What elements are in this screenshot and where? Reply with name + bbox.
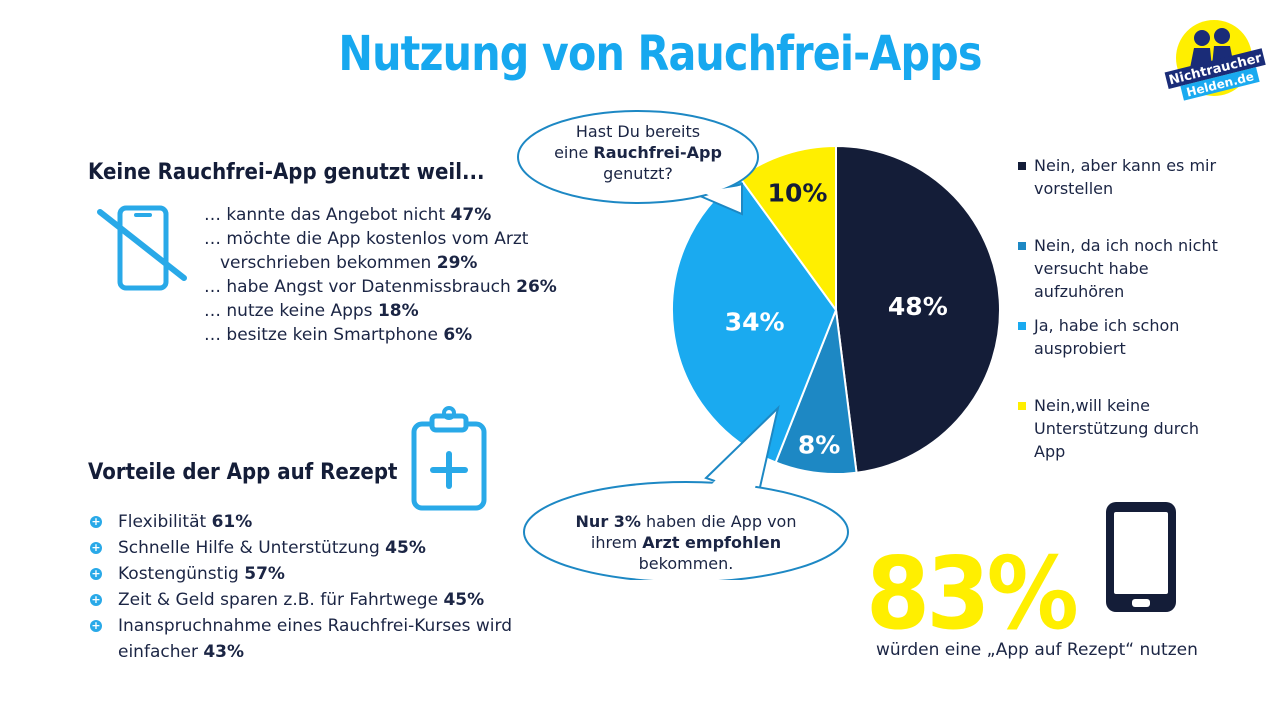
doctor-bold1: Nur 3% <box>575 512 641 531</box>
pie-chart: 48% 8% 34% 10% <box>517 110 1001 580</box>
reason-item: … habe Angst vor Datenmissbrauch 26% <box>204 275 557 299</box>
legend-label: Nein, da ich noch nicht <box>1034 236 1218 255</box>
legend-label: Unterstützung durch <box>1034 419 1199 438</box>
reason-text: verschrieben bekommen <box>220 253 432 273</box>
legend-item: Nein,will keine Unterstützung durch App <box>1018 394 1228 463</box>
plus-bullet-icon: + <box>90 515 102 528</box>
legend-swatch <box>1018 242 1026 250</box>
benefit-text: einfacher <box>118 642 198 662</box>
benefit-text: Inanspruchnahme eines Rauchfrei-Kurses w… <box>118 616 512 636</box>
reason-percent: 6% <box>443 325 473 345</box>
legend-label: Nein,will keine <box>1034 396 1150 415</box>
benefit-text: Schnelle Hilfe & Unterstützung <box>118 538 380 558</box>
pie-value-label: 48% <box>888 292 948 321</box>
doctor-text3: bekommen. <box>638 554 734 573</box>
reasons-heading: Keine Rauchfrei-App genutzt weil... <box>88 160 485 185</box>
reason-text: … habe Angst vor Datenmissbrauch <box>204 277 511 297</box>
page-title: Nutzung von Rauchfrei-Apps <box>338 26 982 82</box>
plus-bullet-icon: + <box>90 619 102 632</box>
question-line3: genutzt? <box>603 164 673 183</box>
pie-slice <box>671 175 838 464</box>
plus-bullet-icon: + <box>90 541 102 554</box>
doctor-bubble-text: Nur 3% haben die App von ihrem Arzt empf… <box>560 511 812 574</box>
benefits-list: + Flexibilität 61% + Schnelle Hilfe & Unter… <box>88 509 548 665</box>
pie-value-label: 34% <box>725 307 785 336</box>
reasons-list: … kannte das Angebot nicht 47%… möchte d… <box>204 203 557 347</box>
benefit-item: + Zeit & Geld sparen z.B. für Fahrtwege 4… <box>88 587 548 613</box>
legend-swatch <box>1018 322 1026 330</box>
benefit-text: Kostengünstig <box>118 564 239 584</box>
pie-value-label: 10% <box>768 178 828 207</box>
reason-item: … nutze keine Apps 18% <box>204 299 557 323</box>
benefit-percent: 45% <box>443 590 485 610</box>
benefit-percent: 61% <box>211 512 253 532</box>
benefit-text: Flexibilität <box>118 512 207 532</box>
reason-percent: 18% <box>377 301 419 321</box>
benefit-percent: 43% <box>203 642 245 662</box>
reason-text: … besitze kein Smartphone <box>204 325 438 345</box>
question-line2-pre: eine <box>554 143 594 162</box>
benefits-heading: Vorteile der App auf Rezept <box>88 460 398 485</box>
benefit-text: Zeit & Geld sparen z.B. für Fahrtwege <box>118 590 439 610</box>
doctor-bubble <box>523 404 849 580</box>
question-bubble <box>517 110 759 216</box>
legend-label: vorstellen <box>1034 179 1114 198</box>
nichtraucherhelden-logo: Nichtraucher Helden.de <box>1164 20 1266 101</box>
question-bubble-text: Hast Du bereits eine Rauchfrei-App genut… <box>548 121 728 184</box>
no-smartphone-icon <box>97 205 187 291</box>
legend-label: versucht habe <box>1034 259 1149 278</box>
reason-percent: 26% <box>516 277 557 297</box>
legend-item: Nein, da ich noch nicht versucht habe aufz… <box>1018 234 1228 303</box>
legend-item: Nein, aber kann es mir vorstellen <box>1018 154 1228 200</box>
doctor-text1: haben die App von <box>640 512 797 531</box>
doctor-text2: ihrem <box>590 533 643 552</box>
benefit-item: + Flexibilität 61% <box>88 509 548 535</box>
reason-item: … kannte das Angebot nicht 47% <box>204 203 557 227</box>
legend-swatch <box>1018 162 1026 170</box>
doctor-bold2: Arzt empfohlen <box>642 533 782 552</box>
highlight-value: 83% <box>866 535 1079 652</box>
reason-text: … nutze keine Apps <box>204 301 373 321</box>
benefit-percent: 57% <box>244 564 285 584</box>
benefit-item: + Schnelle Hilfe & Unterstützung 45% <box>88 535 548 561</box>
reason-item: verschrieben bekommen 29% <box>204 251 557 275</box>
legend-label: App <box>1034 442 1066 461</box>
question-line1: Hast Du bereits <box>575 122 701 141</box>
benefit-percent: 45% <box>385 538 426 558</box>
legend-label: ausprobiert <box>1034 339 1126 358</box>
reason-item: … möchte die App kostenlos vom Arzt <box>204 227 557 251</box>
plus-bullet-icon: + <box>90 593 102 606</box>
benefit-item: + Inanspruchnahme eines Rauchfrei-Kurses … <box>88 613 548 665</box>
reason-text: … möchte die App kostenlos vom Arzt <box>204 229 529 249</box>
highlight-caption: würden eine „App auf Rezept“ nutzen <box>876 640 1198 660</box>
benefit-item: + Kostengünstig 57% <box>88 561 548 587</box>
legend-label: Ja, habe ich schon <box>1034 316 1180 335</box>
legend-swatch <box>1018 402 1026 410</box>
reason-percent: 47% <box>450 205 492 225</box>
pie-value-label: 8% <box>798 430 840 459</box>
medical-clipboard-icon <box>411 406 487 511</box>
legend-item: Ja, habe ich schon ausprobiert <box>1018 314 1228 360</box>
reason-item: … besitze kein Smartphone 6% <box>204 323 557 347</box>
legend-label: aufzuhören <box>1034 282 1125 301</box>
plus-bullet-icon: + <box>90 567 102 580</box>
pie-slice <box>835 144 1001 474</box>
reason-percent: 29% <box>436 253 478 273</box>
smartphone-icon <box>1106 502 1176 612</box>
reason-text: … kannte das Angebot nicht <box>204 205 446 225</box>
question-line2-bold: Rauchfrei-App <box>593 143 722 162</box>
legend-label: Nein, aber kann es mir <box>1034 156 1217 175</box>
